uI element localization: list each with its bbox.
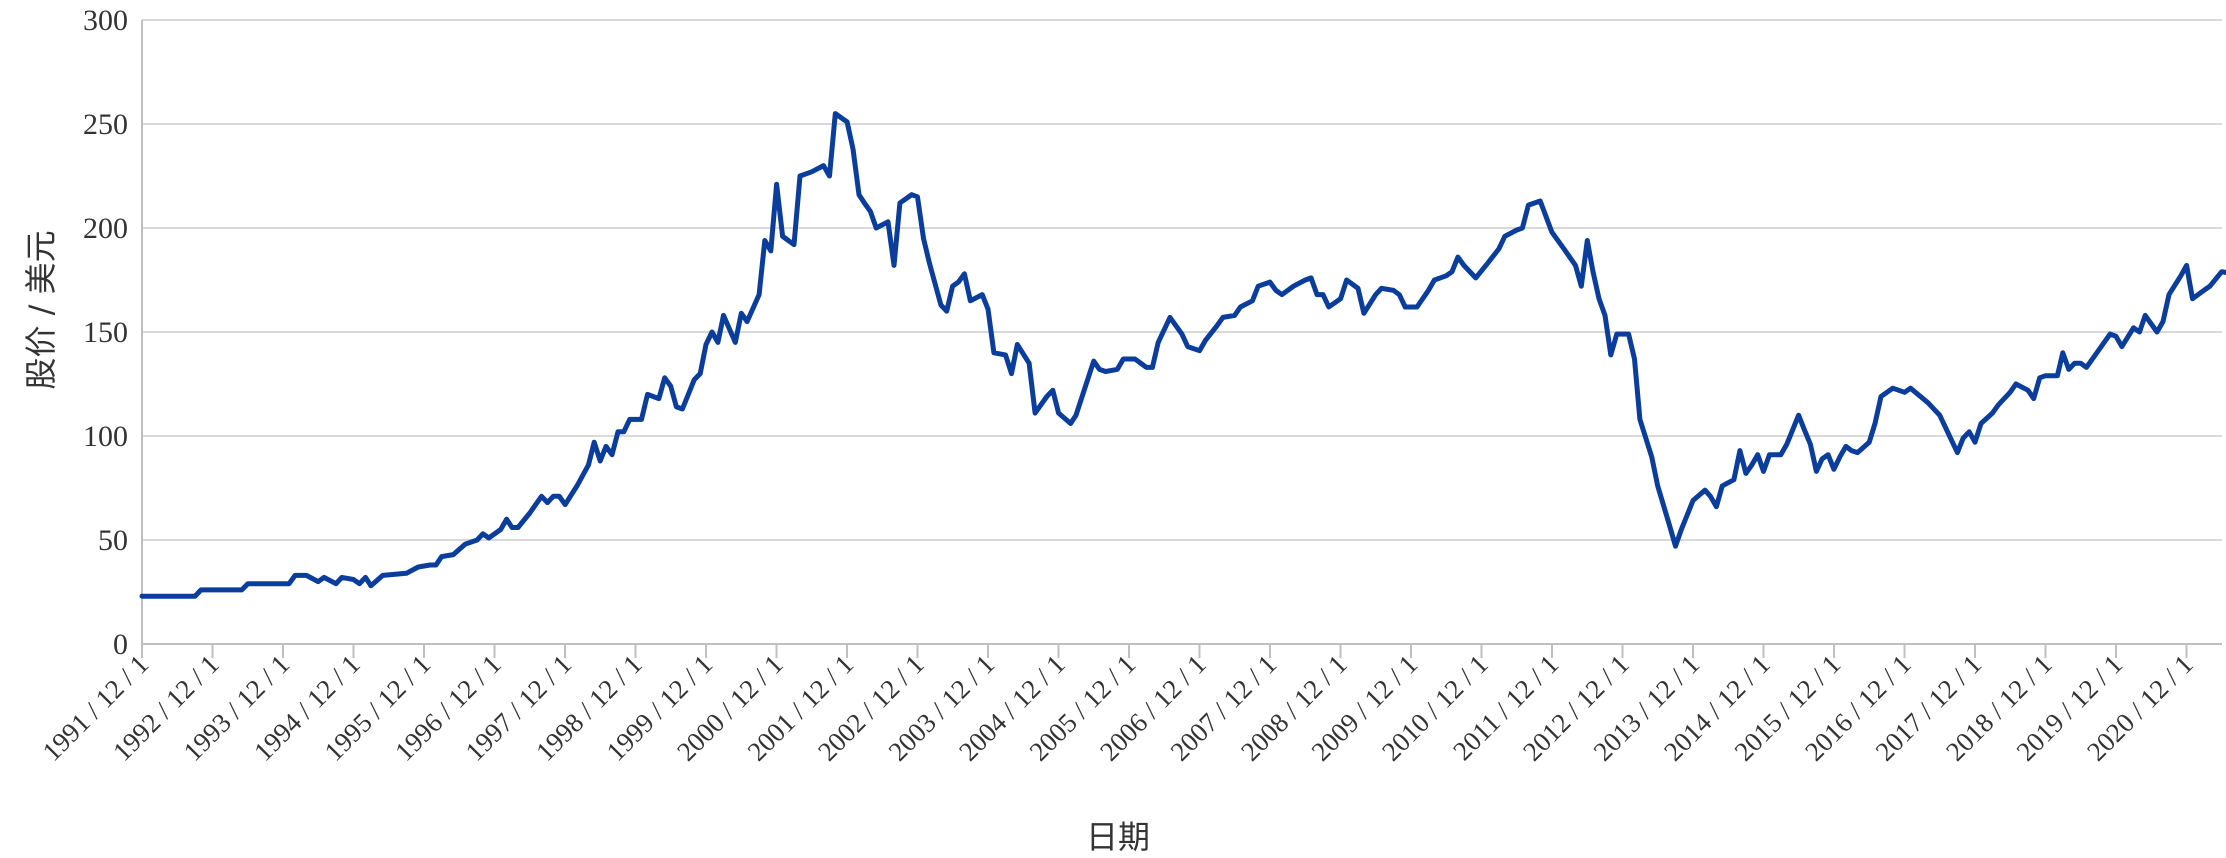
- y-tick-label: 100: [83, 420, 128, 453]
- y-tick-label: 300: [83, 4, 128, 37]
- series-line-0: [139, 111, 2226, 599]
- series-layer: [139, 111, 2226, 599]
- y-tick-label: 50: [98, 524, 128, 557]
- y-tick-label: 250: [83, 108, 128, 141]
- y-tick-label: 150: [83, 316, 128, 349]
- y-tick-label: 200: [83, 212, 128, 245]
- x-axis-title: 日期: [1086, 818, 1150, 856]
- y-tick-label: 0: [113, 628, 128, 661]
- y-axis-ticks: 0 50 100 150 200 250 300: [83, 4, 128, 661]
- y-axis-title: 股价 / 美元: [22, 230, 60, 389]
